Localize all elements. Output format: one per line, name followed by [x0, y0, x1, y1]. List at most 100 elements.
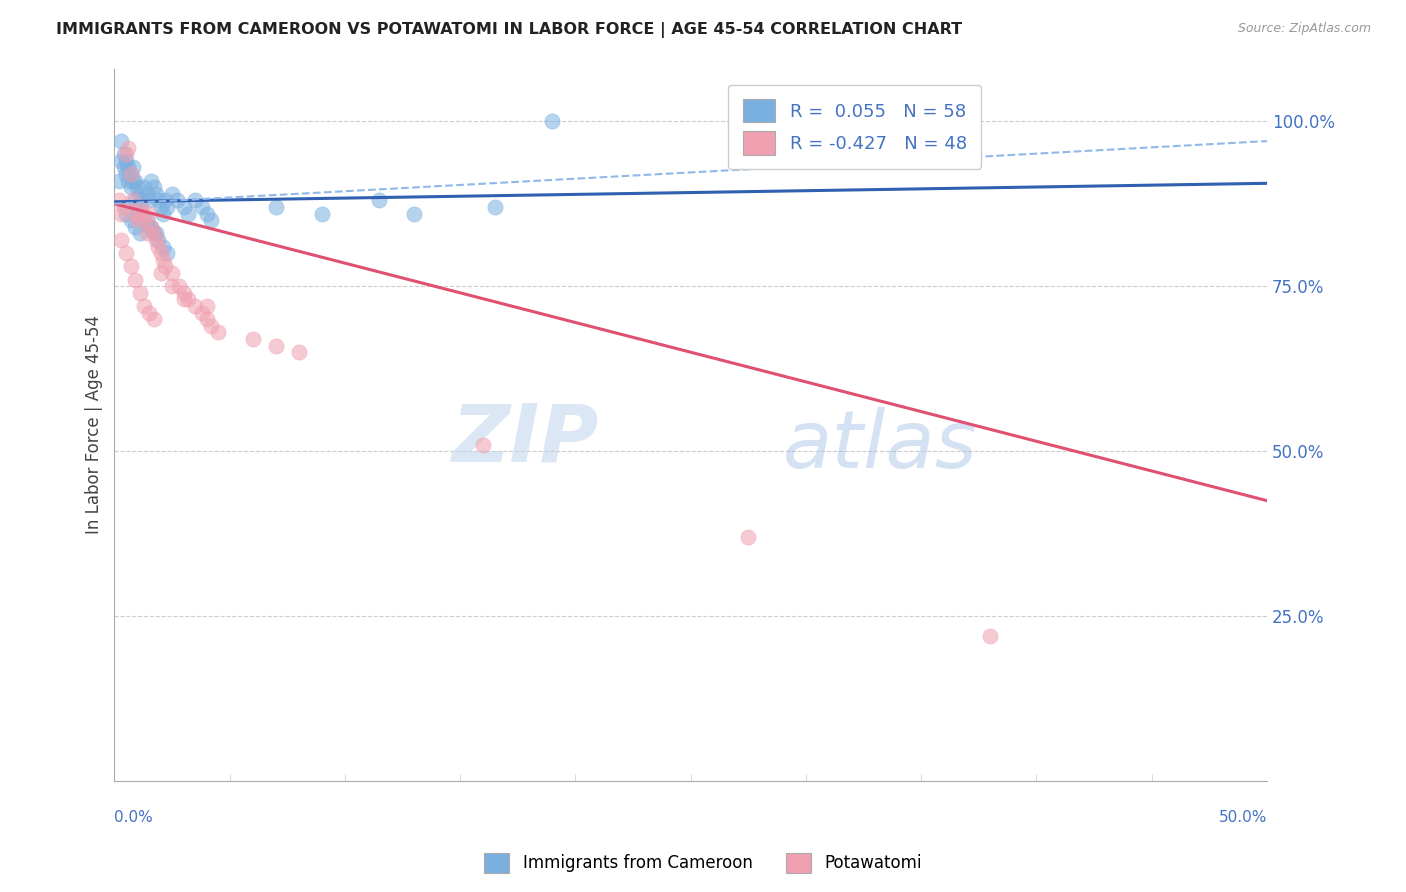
Point [145, 186, 167, 201]
Point [131, 207, 153, 221]
Point [110, 153, 132, 168]
Point [207, 326, 229, 340]
Point [115, 246, 138, 260]
Point [264, 338, 287, 352]
Point [368, 194, 391, 208]
Point [138, 219, 160, 234]
Point [541, 114, 564, 128]
Point [110, 207, 132, 221]
Point [242, 332, 264, 346]
Text: ZIP: ZIP [451, 400, 599, 478]
Point [141, 219, 163, 234]
Point [311, 207, 333, 221]
Point [142, 227, 165, 241]
Point [131, 207, 153, 221]
Point [288, 345, 311, 359]
Point [115, 167, 138, 181]
Point [127, 180, 149, 194]
Point [128, 200, 150, 214]
Point [121, 161, 143, 175]
Point [472, 437, 495, 451]
Point [149, 200, 172, 214]
Point [120, 213, 142, 227]
Point [152, 252, 174, 267]
Point [141, 174, 163, 188]
Point [128, 186, 150, 201]
Point [135, 213, 157, 227]
Point [145, 227, 167, 241]
Point [115, 207, 138, 221]
Point [142, 227, 165, 241]
Text: Source: ZipAtlas.com: Source: ZipAtlas.com [1237, 22, 1371, 36]
Point [127, 200, 149, 214]
Point [134, 299, 156, 313]
Point [115, 153, 138, 168]
Point [173, 200, 195, 214]
Point [160, 266, 183, 280]
Point [112, 200, 135, 214]
Point [131, 194, 153, 208]
Point [117, 174, 139, 188]
Point [117, 161, 139, 175]
Point [173, 293, 195, 307]
Point [148, 194, 170, 208]
Point [177, 207, 200, 221]
Point [108, 194, 131, 208]
Point [108, 174, 131, 188]
Point [195, 299, 218, 313]
Point [195, 207, 218, 221]
Point [134, 213, 156, 227]
Point [138, 207, 160, 221]
Text: IMMIGRANTS FROM CAMEROON VS POTAWATOMI IN LABOR FORCE | AGE 45-54 CORRELATION CH: IMMIGRANTS FROM CAMEROON VS POTAWATOMI I… [56, 22, 962, 38]
Point [124, 207, 146, 221]
Point [149, 246, 172, 260]
Point [148, 240, 170, 254]
Point [173, 285, 195, 300]
Point [128, 227, 150, 241]
Point [160, 279, 183, 293]
Point [135, 227, 157, 241]
Text: 0.0%: 0.0% [114, 810, 153, 824]
Point [142, 312, 165, 326]
Point [121, 194, 143, 208]
Point [124, 272, 146, 286]
Point [120, 180, 142, 194]
Point [167, 279, 190, 293]
Point [120, 260, 142, 274]
Point [153, 260, 176, 274]
Point [124, 174, 146, 188]
Point [121, 174, 143, 188]
Point [134, 180, 156, 194]
Point [160, 186, 183, 201]
Point [110, 233, 132, 247]
Point [141, 219, 163, 234]
Point [191, 200, 214, 214]
Point [166, 194, 188, 208]
Point [138, 305, 160, 319]
Point [115, 147, 138, 161]
Point [134, 213, 156, 227]
Point [124, 219, 146, 234]
Point [177, 293, 200, 307]
Point [112, 147, 135, 161]
Point [200, 213, 222, 227]
Point [184, 194, 207, 208]
Text: 50.0%: 50.0% [1219, 810, 1267, 824]
Point [148, 233, 170, 247]
Point [120, 167, 142, 181]
Text: atlas: atlas [783, 407, 977, 485]
Point [112, 161, 135, 175]
Point [110, 134, 132, 148]
Point [156, 200, 179, 214]
Point [117, 141, 139, 155]
Point [135, 186, 157, 201]
Point [153, 194, 176, 208]
Point [979, 629, 1001, 643]
Point [264, 200, 287, 214]
Point [128, 285, 150, 300]
Point [120, 167, 142, 181]
Point [737, 530, 759, 544]
Point [156, 246, 179, 260]
Point [138, 194, 160, 208]
Point [195, 312, 218, 326]
